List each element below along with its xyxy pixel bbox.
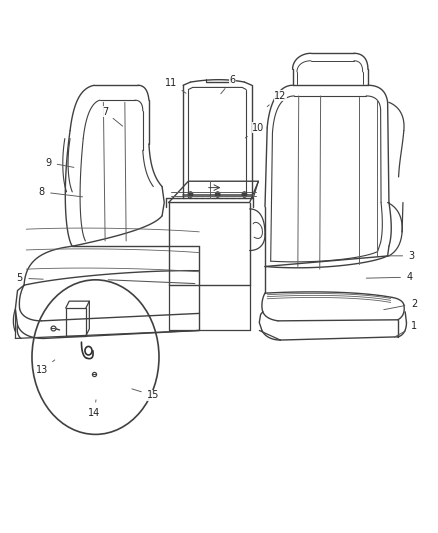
Text: 14: 14 xyxy=(88,400,100,418)
Text: 6: 6 xyxy=(221,75,235,94)
Text: 4: 4 xyxy=(366,272,413,282)
Text: 10: 10 xyxy=(245,123,265,138)
Text: 2: 2 xyxy=(384,299,417,310)
Text: 15: 15 xyxy=(132,389,159,400)
Text: 9: 9 xyxy=(45,158,74,167)
Text: 3: 3 xyxy=(388,251,415,261)
Text: 13: 13 xyxy=(35,360,55,375)
Circle shape xyxy=(215,192,220,197)
Text: 8: 8 xyxy=(39,187,83,197)
Circle shape xyxy=(242,192,247,197)
Text: 7: 7 xyxy=(102,107,123,126)
Text: 11: 11 xyxy=(165,78,186,93)
Text: 12: 12 xyxy=(267,91,286,107)
Circle shape xyxy=(188,192,193,197)
Text: 1: 1 xyxy=(395,321,417,337)
Text: 5: 5 xyxy=(17,273,43,283)
